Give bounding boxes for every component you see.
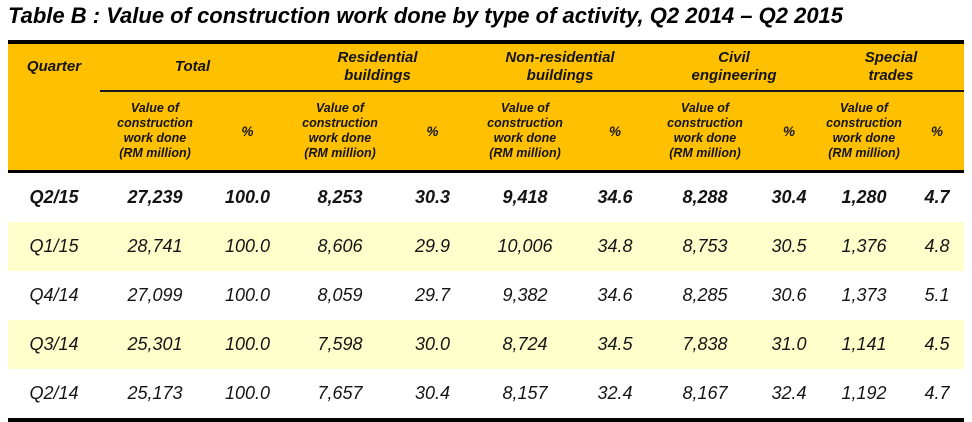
cell-quarter: Q3/14 xyxy=(8,320,100,369)
cell-civil-value: 7,838 xyxy=(650,320,760,369)
table-title: Table B : Value of construction work don… xyxy=(8,3,844,28)
cell-special-percent: 5.1 xyxy=(910,271,965,320)
cell-total-value: 27,239 xyxy=(100,171,210,222)
sub-header-row: Value of construction work done (RM mill… xyxy=(8,91,965,173)
table-row: Q2/14 25,173 100.0 7,657 30.4 8,157 32.4… xyxy=(8,369,965,420)
cell-residential-percent: 30.0 xyxy=(395,320,470,369)
subheader-nonresidential-percent: % xyxy=(580,91,650,173)
subheader-special-percent: % xyxy=(910,91,965,173)
cell-civil-value: 8,167 xyxy=(650,369,760,420)
col-group-nonresidential: Non-residential buildings xyxy=(470,42,650,92)
cell-special-percent: 4.7 xyxy=(910,369,965,420)
subheader-residential-value: Value of construction work done (RM mill… xyxy=(285,91,395,173)
cell-quarter: Q2/14 xyxy=(8,369,100,420)
cell-total-percent: 100.0 xyxy=(210,320,285,369)
cell-quarter: Q4/14 xyxy=(8,271,100,320)
cell-nonresidential-value: 8,724 xyxy=(470,320,580,369)
cell-residential-value: 8,606 xyxy=(285,222,395,271)
cell-nonresidential-percent: 34.8 xyxy=(580,222,650,271)
cell-special-value: 1,280 xyxy=(818,171,911,222)
cell-civil-percent: 30.6 xyxy=(760,271,819,320)
group-header-row: Quarter Total Residential buildings Non-… xyxy=(8,42,965,173)
construction-data-table: Quarter Total Residential buildings Non-… xyxy=(8,40,965,422)
cell-nonresidential-percent: 34.6 xyxy=(580,271,650,320)
cell-special-percent: 4.7 xyxy=(910,171,965,222)
cell-special-percent: 4.8 xyxy=(910,222,965,271)
cell-residential-value: 7,598 xyxy=(285,320,395,369)
cell-nonresidential-value: 9,418 xyxy=(470,171,580,222)
col-group-special-trades: Special trades xyxy=(818,42,965,92)
cell-civil-percent: 30.4 xyxy=(760,171,819,222)
col-group-total: Total xyxy=(100,42,285,92)
cell-total-value: 28,741 xyxy=(100,222,210,271)
cell-quarter: Q1/15 xyxy=(8,222,100,271)
cell-nonresidential-percent: 34.6 xyxy=(580,171,650,222)
cell-quarter: Q2/15 xyxy=(8,171,100,222)
cell-civil-value: 8,285 xyxy=(650,271,760,320)
cell-residential-percent: 29.9 xyxy=(395,222,470,271)
table-row: Q1/15 28,741 100.0 8,606 29.9 10,006 34.… xyxy=(8,222,965,271)
cell-nonresidential-percent: 32.4 xyxy=(580,369,650,420)
cell-special-value: 1,376 xyxy=(818,222,911,271)
cell-residential-percent: 30.4 xyxy=(395,369,470,420)
cell-special-value: 1,192 xyxy=(818,369,911,420)
cell-civil-percent: 31.0 xyxy=(760,320,819,369)
cell-total-percent: 100.0 xyxy=(210,171,285,222)
cell-nonresidential-value: 9,382 xyxy=(470,271,580,320)
subheader-special-value: Value of construction work done (RM mill… xyxy=(818,91,911,173)
subheader-residential-percent: % xyxy=(395,91,470,173)
cell-total-value: 25,173 xyxy=(100,369,210,420)
cell-total-value: 27,099 xyxy=(100,271,210,320)
cell-residential-value: 7,657 xyxy=(285,369,395,420)
table-row: Q3/14 25,301 100.0 7,598 30.0 8,724 34.5… xyxy=(8,320,965,369)
cell-special-value: 1,141 xyxy=(818,320,911,369)
subheader-nonresidential-value: Value of construction work done (RM mill… xyxy=(470,91,580,173)
cell-residential-value: 8,059 xyxy=(285,271,395,320)
cell-total-percent: 100.0 xyxy=(210,369,285,420)
cell-special-percent: 4.5 xyxy=(910,320,965,369)
cell-total-percent: 100.0 xyxy=(210,222,285,271)
subheader-total-percent: % xyxy=(210,91,285,173)
cell-civil-percent: 32.4 xyxy=(760,369,819,420)
table-row: Q4/14 27,099 100.0 8,059 29.7 9,382 34.6… xyxy=(8,271,965,320)
col-header-quarter: Quarter xyxy=(8,42,100,173)
cell-civil-percent: 30.5 xyxy=(760,222,819,271)
subheader-civil-percent: % xyxy=(760,91,819,173)
cell-residential-percent: 29.7 xyxy=(395,271,470,320)
cell-nonresidential-value: 10,006 xyxy=(470,222,580,271)
cell-civil-value: 8,753 xyxy=(650,222,760,271)
cell-special-value: 1,373 xyxy=(818,271,911,320)
cell-nonresidential-percent: 34.5 xyxy=(580,320,650,369)
cell-residential-value: 8,253 xyxy=(285,171,395,222)
col-group-residential: Residential buildings xyxy=(285,42,470,92)
cell-nonresidential-value: 8,157 xyxy=(470,369,580,420)
cell-civil-value: 8,288 xyxy=(650,171,760,222)
cell-total-value: 25,301 xyxy=(100,320,210,369)
col-group-civil-engineering: Civil engineering xyxy=(650,42,819,92)
cell-residential-percent: 30.3 xyxy=(395,171,470,222)
subheader-total-value: Value of construction work done (RM mill… xyxy=(100,91,210,173)
table-row: Q2/15 27,239 100.0 8,253 30.3 9,418 34.6… xyxy=(8,171,965,222)
subheader-civil-value: Value of construction work done (RM mill… xyxy=(650,91,760,173)
cell-total-percent: 100.0 xyxy=(210,271,285,320)
